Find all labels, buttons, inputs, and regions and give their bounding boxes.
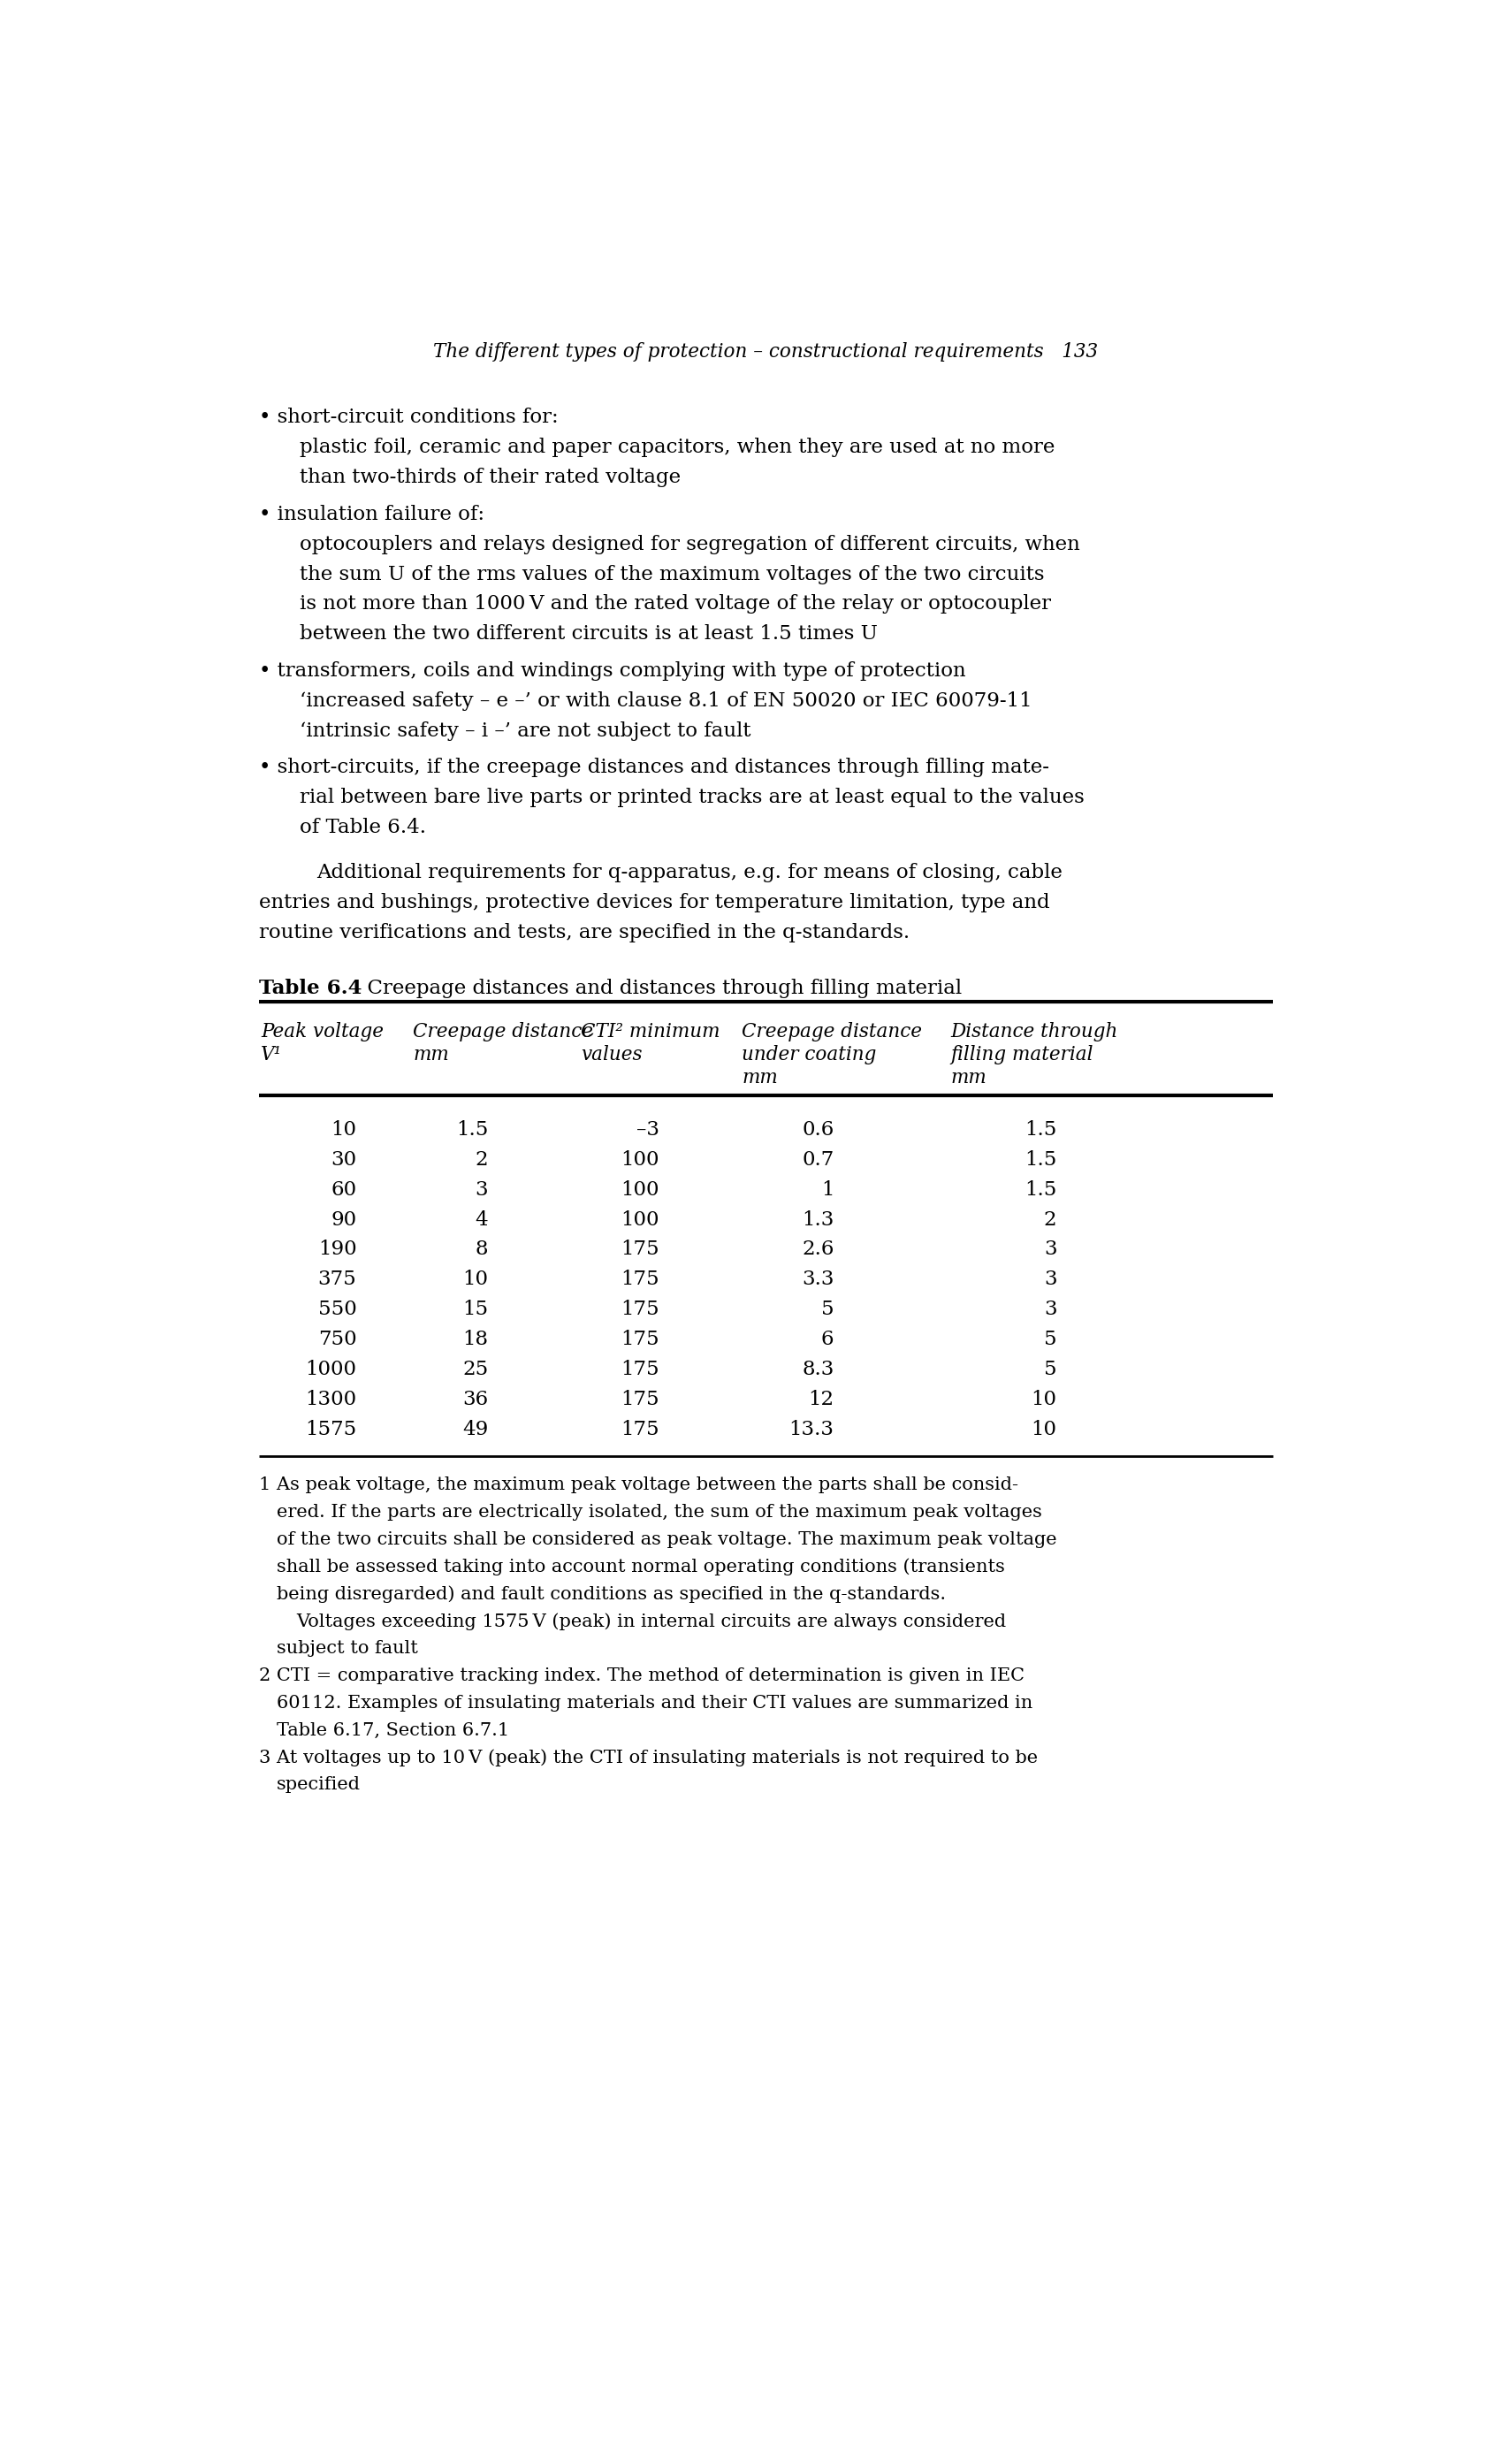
Text: entries and bushings, protective devices for temperature limitation, type and: entries and bushings, protective devices…: [258, 892, 1050, 912]
Text: 750: 750: [318, 1331, 357, 1350]
Text: 25: 25: [461, 1360, 488, 1380]
Text: shall be assessed taking into account normal operating conditions (transients: shall be assessed taking into account no…: [276, 1560, 1005, 1577]
Text: CTI² minimum: CTI² minimum: [581, 1023, 720, 1042]
Text: optocouplers and relays designed for segregation of different circuits, when: optocouplers and relays designed for seg…: [300, 535, 1079, 554]
Text: 100: 100: [621, 1210, 658, 1230]
Text: 1300: 1300: [305, 1390, 357, 1409]
Text: 12: 12: [808, 1390, 833, 1409]
Text: 0.6: 0.6: [802, 1121, 833, 1138]
Text: 5: 5: [1044, 1360, 1056, 1380]
Text: 1000: 1000: [305, 1360, 357, 1380]
Text: 175: 175: [621, 1360, 658, 1380]
Text: values: values: [581, 1045, 642, 1064]
Text: 10: 10: [1030, 1390, 1056, 1409]
Text: • short-circuit conditions for:: • short-circuit conditions for:: [258, 409, 558, 426]
Text: V¹: V¹: [261, 1045, 282, 1064]
Text: 5: 5: [821, 1301, 833, 1318]
Text: 3.3: 3.3: [802, 1269, 833, 1289]
Text: • short-circuits, if the creepage distances and distances through filling mate-: • short-circuits, if the creepage distan…: [258, 759, 1048, 776]
Text: under coating: under coating: [741, 1045, 876, 1064]
Text: being disregarded) and fault conditions as specified in the q-standards.: being disregarded) and fault conditions …: [276, 1587, 945, 1604]
Text: 15: 15: [463, 1301, 488, 1318]
Text: Distance through: Distance through: [950, 1023, 1117, 1042]
Text: 60112. Examples of insulating materials and their CTI values are summarized in: 60112. Examples of insulating materials …: [276, 1695, 1032, 1712]
Text: 2: 2: [1044, 1210, 1056, 1230]
Text: 175: 175: [621, 1301, 658, 1318]
Text: 8: 8: [475, 1239, 488, 1259]
Text: 1 As peak voltage, the maximum peak voltage between the parts shall be consid-: 1 As peak voltage, the maximum peak volt…: [258, 1476, 1017, 1493]
Text: 175: 175: [621, 1419, 658, 1439]
Text: 1.5: 1.5: [1024, 1151, 1056, 1170]
Text: mm: mm: [412, 1045, 448, 1064]
Text: 49: 49: [461, 1419, 488, 1439]
Text: 190: 190: [318, 1239, 357, 1259]
Text: 4: 4: [475, 1210, 488, 1230]
Text: 2 CTI = comparative tracking index. The method of determination is given in IEC: 2 CTI = comparative tracking index. The …: [258, 1668, 1024, 1685]
Text: 2: 2: [475, 1151, 488, 1170]
Text: of Table 6.4.: of Table 6.4.: [300, 818, 426, 838]
Text: 36: 36: [461, 1390, 488, 1409]
Text: 375: 375: [318, 1269, 357, 1289]
Text: rial between bare live parts or printed tracks are at least equal to the values: rial between bare live parts or printed …: [300, 788, 1084, 808]
Text: Table 6.4: Table 6.4: [258, 978, 361, 998]
Text: routine verifications and tests, are specified in the q-standards.: routine verifications and tests, are spe…: [258, 922, 909, 941]
Text: the sum U of the rms values of the maximum voltages of the two circuits: the sum U of the rms values of the maxim…: [300, 564, 1044, 584]
Text: ‘intrinsic safety – i –’ are not subject to fault: ‘intrinsic safety – i –’ are not subject…: [300, 722, 751, 742]
Text: 175: 175: [621, 1331, 658, 1350]
Text: than two-thirds of their rated voltage: than two-thirds of their rated voltage: [300, 468, 681, 488]
Text: 8.3: 8.3: [802, 1360, 833, 1380]
Text: • insulation failure of:: • insulation failure of:: [258, 505, 484, 525]
Text: The different types of protection – constructional requirements   133: The different types of protection – cons…: [433, 342, 1097, 362]
Text: Creepage distance: Creepage distance: [741, 1023, 921, 1042]
Text: 60: 60: [330, 1180, 357, 1200]
Text: 0.7: 0.7: [802, 1151, 833, 1170]
Text: 10: 10: [1030, 1419, 1056, 1439]
Text: 3: 3: [475, 1180, 488, 1200]
Text: 175: 175: [621, 1269, 658, 1289]
Text: 3: 3: [1044, 1269, 1056, 1289]
Text: 3 At voltages up to 10 V (peak) the CTI of insulating materials is not required : 3 At voltages up to 10 V (peak) the CTI …: [258, 1749, 1038, 1767]
Text: filling material: filling material: [950, 1045, 1093, 1064]
Text: 10: 10: [463, 1269, 488, 1289]
Text: 30: 30: [330, 1151, 357, 1170]
Text: 1.5: 1.5: [1024, 1180, 1056, 1200]
Text: 1.5: 1.5: [455, 1121, 488, 1138]
Text: –3: –3: [636, 1121, 658, 1138]
Text: Voltages exceeding 1575 V (peak) in internal circuits are always considered: Voltages exceeding 1575 V (peak) in inte…: [296, 1614, 1006, 1631]
Text: 90: 90: [330, 1210, 357, 1230]
Text: between the two different circuits is at least 1.5 times U: between the two different circuits is at…: [300, 623, 878, 643]
Text: ‘increased safety – e –’ or with clause 8.1 of EN 50020 or IEC 60079-11: ‘increased safety – e –’ or with clause …: [300, 692, 1032, 710]
Text: Peak voltage: Peak voltage: [261, 1023, 384, 1042]
Text: 100: 100: [621, 1180, 658, 1200]
Text: Additional requirements for q-apparatus, e.g. for means of closing, cable: Additional requirements for q-apparatus,…: [317, 862, 1062, 882]
Text: 1575: 1575: [305, 1419, 357, 1439]
Text: 1.3: 1.3: [802, 1210, 833, 1230]
Text: specified: specified: [276, 1777, 360, 1794]
Text: 550: 550: [318, 1301, 357, 1318]
Text: 10: 10: [331, 1121, 357, 1138]
Text: Table 6.17, Section 6.7.1: Table 6.17, Section 6.7.1: [276, 1722, 509, 1740]
Text: of the two circuits shall be considered as peak voltage. The maximum peak voltag: of the two circuits shall be considered …: [276, 1530, 1056, 1547]
Text: 3: 3: [1044, 1301, 1056, 1318]
Text: 175: 175: [621, 1239, 658, 1259]
Text: 100: 100: [621, 1151, 658, 1170]
Text: 18: 18: [463, 1331, 488, 1350]
Text: 175: 175: [621, 1390, 658, 1409]
Text: mm: mm: [950, 1069, 985, 1087]
Text: 5: 5: [1044, 1331, 1056, 1350]
Text: 2.6: 2.6: [802, 1239, 833, 1259]
Text: subject to fault: subject to fault: [276, 1641, 418, 1656]
Text: Creepage distances and distances through filling material: Creepage distances and distances through…: [354, 978, 961, 998]
Text: plastic foil, ceramic and paper capacitors, when they are used at no more: plastic foil, ceramic and paper capacito…: [300, 439, 1054, 458]
Text: mm: mm: [741, 1069, 778, 1087]
Text: 1.5: 1.5: [1024, 1121, 1056, 1138]
Text: 3: 3: [1044, 1239, 1056, 1259]
Text: • transformers, coils and windings complying with type of protection: • transformers, coils and windings compl…: [258, 660, 964, 680]
Text: Creepage distance: Creepage distance: [412, 1023, 593, 1042]
Text: ered. If the parts are electrically isolated, the sum of the maximum peak voltag: ered. If the parts are electrically isol…: [276, 1503, 1041, 1520]
Text: is not more than 1000 V and the rated voltage of the relay or optocoupler: is not more than 1000 V and the rated vo…: [300, 594, 1051, 614]
Text: 6: 6: [821, 1331, 833, 1350]
Text: 13.3: 13.3: [788, 1419, 833, 1439]
Text: 1: 1: [821, 1180, 833, 1200]
